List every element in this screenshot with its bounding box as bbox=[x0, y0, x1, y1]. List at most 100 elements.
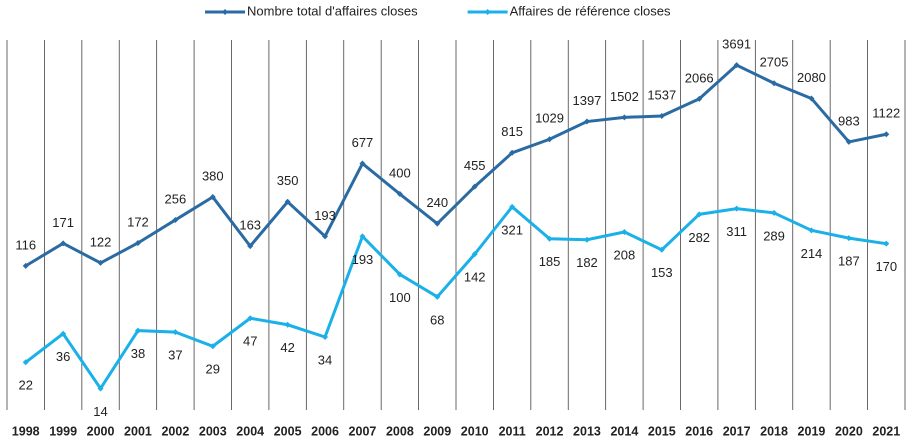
data-label: 42 bbox=[280, 340, 294, 355]
data-label: 193 bbox=[314, 208, 336, 223]
x-tick-label: 2006 bbox=[311, 424, 339, 438]
x-tick-label: 1999 bbox=[49, 424, 77, 438]
point-marker bbox=[284, 321, 291, 328]
point-marker bbox=[322, 334, 329, 341]
x-tick-label: 2011 bbox=[499, 424, 526, 438]
x-tick-label: 2016 bbox=[685, 424, 713, 438]
data-label: 1397 bbox=[572, 93, 601, 108]
point-marker bbox=[658, 112, 665, 119]
point-marker bbox=[134, 327, 141, 334]
data-label: 983 bbox=[838, 113, 860, 128]
point-marker bbox=[247, 243, 254, 250]
point-marker bbox=[845, 138, 852, 145]
data-label: 2080 bbox=[797, 70, 826, 85]
x-tick-label: 2003 bbox=[199, 424, 227, 438]
point-marker bbox=[733, 205, 740, 212]
data-label: 350 bbox=[277, 173, 299, 188]
data-label: 37 bbox=[168, 348, 182, 363]
x-tick-label: 1998 bbox=[12, 424, 40, 438]
point-marker bbox=[658, 246, 665, 253]
data-label: 289 bbox=[763, 228, 785, 243]
data-label: 311 bbox=[726, 224, 747, 239]
x-tick-label: 2009 bbox=[423, 424, 451, 438]
x-tick-label: 2005 bbox=[274, 424, 302, 438]
data-label: 29 bbox=[206, 362, 220, 377]
point-marker bbox=[883, 240, 890, 247]
x-tick-label: 2007 bbox=[349, 424, 377, 438]
data-label: 14 bbox=[93, 404, 107, 419]
data-label: 256 bbox=[165, 191, 187, 206]
legend-marker bbox=[484, 9, 491, 15]
point-marker bbox=[509, 203, 516, 210]
point-marker bbox=[359, 233, 366, 240]
data-label: 815 bbox=[501, 124, 523, 139]
x-tick-label: 2017 bbox=[723, 424, 751, 438]
data-label: 170 bbox=[875, 259, 897, 274]
x-tick-label: 2002 bbox=[161, 424, 189, 438]
data-label: 36 bbox=[56, 349, 70, 364]
point-marker bbox=[583, 118, 590, 125]
point-marker bbox=[771, 80, 778, 87]
point-marker bbox=[434, 293, 441, 300]
data-label: 163 bbox=[239, 218, 261, 233]
data-label: 282 bbox=[688, 230, 710, 245]
data-label: 142 bbox=[464, 270, 486, 285]
data-label: 2705 bbox=[760, 55, 789, 70]
data-label: 185 bbox=[539, 254, 561, 269]
data-label: 182 bbox=[576, 255, 598, 270]
data-label: 1122 bbox=[872, 106, 900, 121]
point-marker bbox=[172, 329, 179, 336]
x-tick-label: 2013 bbox=[573, 424, 601, 438]
point-marker bbox=[771, 209, 778, 216]
point-marker bbox=[209, 343, 216, 350]
point-marker bbox=[621, 228, 628, 235]
legend-label: Nombre total d'affaires closes bbox=[247, 3, 418, 18]
data-label: 68 bbox=[430, 312, 444, 327]
data-label: 400 bbox=[389, 165, 411, 180]
data-label: 38 bbox=[131, 346, 145, 361]
point-marker bbox=[97, 385, 104, 392]
point-marker bbox=[247, 315, 254, 322]
point-marker bbox=[134, 240, 141, 247]
x-tick-label: 2014 bbox=[610, 424, 638, 438]
data-label: 214 bbox=[801, 246, 823, 261]
point-marker bbox=[808, 227, 815, 234]
point-marker bbox=[509, 149, 516, 156]
point-marker bbox=[209, 194, 216, 201]
legend-label: Affaires de référence closes bbox=[510, 3, 671, 18]
x-tick-label: 2010 bbox=[461, 424, 489, 438]
point-marker bbox=[845, 235, 852, 242]
x-tick-label: 2004 bbox=[236, 424, 264, 438]
x-tick-label: 2008 bbox=[386, 424, 414, 438]
point-marker bbox=[471, 183, 478, 190]
point-marker bbox=[172, 216, 179, 223]
data-label: 240 bbox=[426, 195, 448, 210]
data-label: 1537 bbox=[647, 87, 676, 102]
data-label: 47 bbox=[243, 334, 257, 349]
x-tick-label: 2000 bbox=[87, 424, 115, 438]
data-label: 2066 bbox=[685, 70, 714, 85]
data-label: 193 bbox=[352, 252, 374, 267]
point-marker bbox=[696, 211, 703, 218]
data-label: 122 bbox=[90, 234, 112, 249]
series-line bbox=[24, 204, 887, 392]
legend-marker bbox=[222, 9, 228, 15]
point-marker bbox=[322, 233, 329, 240]
point-marker bbox=[733, 62, 740, 69]
x-tick-label: 2001 bbox=[124, 424, 152, 438]
x-tick-label: 2019 bbox=[798, 424, 826, 438]
point-marker bbox=[396, 271, 403, 278]
point-marker bbox=[808, 95, 815, 102]
data-label: 3691 bbox=[722, 37, 751, 52]
data-label: 380 bbox=[202, 168, 224, 183]
point-marker bbox=[284, 198, 291, 205]
data-label: 172 bbox=[127, 214, 149, 229]
data-label: 677 bbox=[352, 135, 374, 150]
point-marker bbox=[60, 330, 67, 337]
x-tick-label: 2015 bbox=[648, 424, 676, 438]
point-marker bbox=[434, 220, 441, 227]
point-marker bbox=[583, 236, 590, 243]
data-label: 208 bbox=[614, 247, 636, 262]
point-marker bbox=[22, 359, 29, 366]
